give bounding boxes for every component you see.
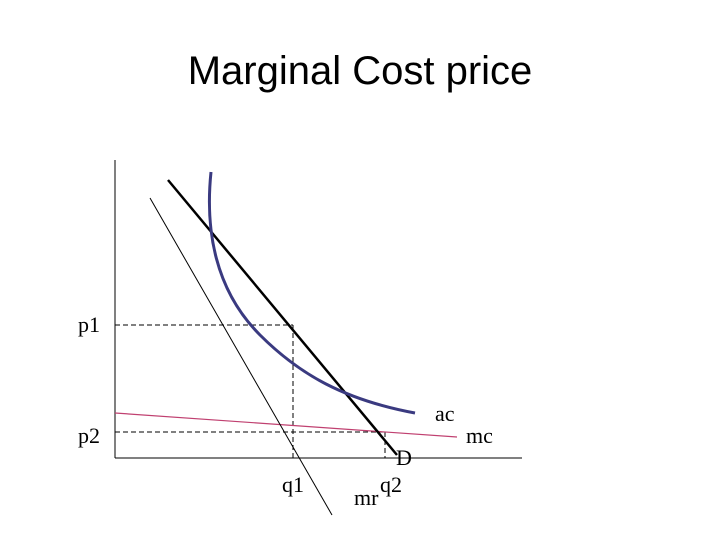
p1-label: p1 <box>78 312 100 337</box>
demand-curve <box>167 179 398 456</box>
p2-label: p2 <box>78 423 100 448</box>
guide-lines <box>115 324 386 458</box>
q2-label: q2 <box>380 472 402 497</box>
ac-curve <box>207 171 416 415</box>
title: Marginal Cost price <box>188 49 533 93</box>
ac-label: ac <box>435 401 455 426</box>
mc-label: mc <box>466 423 493 448</box>
q1-label: q1 <box>282 472 304 497</box>
mr-label: mr <box>354 485 379 510</box>
mr-curve <box>149 197 333 516</box>
mc-curve <box>114 412 458 438</box>
demand-label: D <box>396 445 412 470</box>
